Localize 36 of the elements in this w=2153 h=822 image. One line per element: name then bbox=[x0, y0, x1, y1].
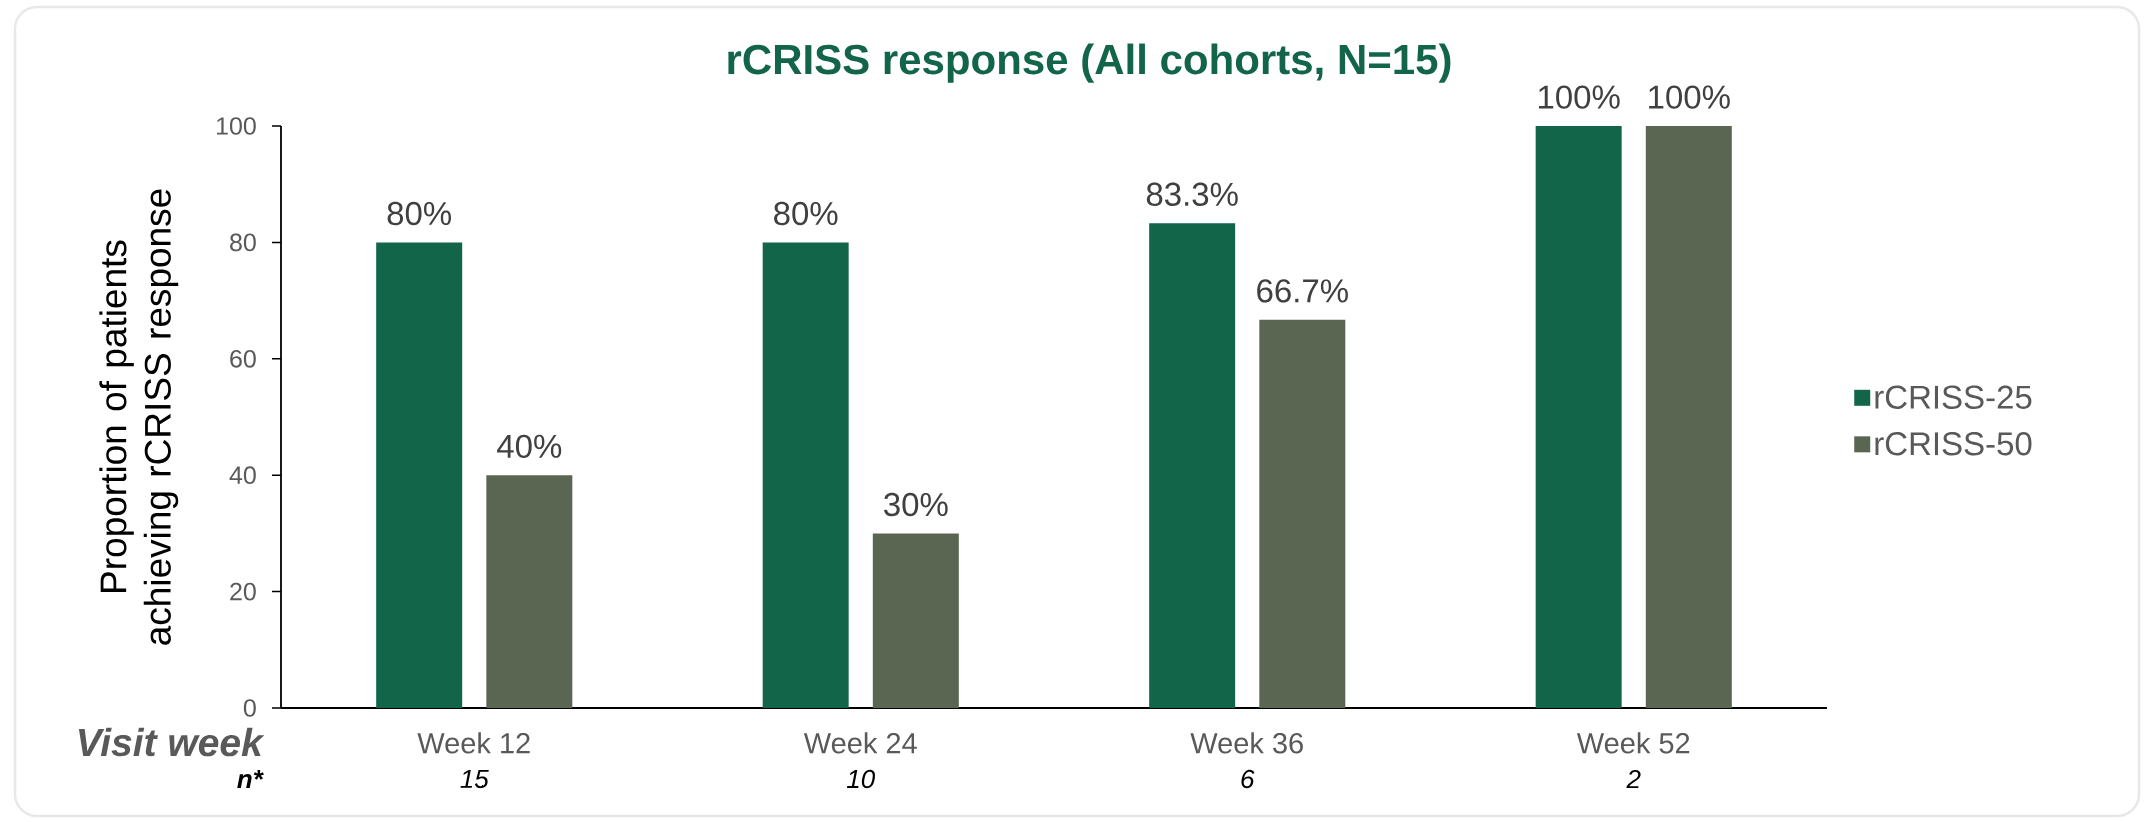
text: 2 bbox=[1626, 769, 1641, 789]
y-tick-label: 80 bbox=[230, 233, 256, 252]
bar bbox=[1259, 319, 1346, 708]
chart-title: rCRISS response (All cohorts, N=15) bbox=[728, 43, 1451, 83]
bar bbox=[376, 242, 463, 708]
y-tick-label: 0 bbox=[243, 699, 256, 717]
data-label: 100% bbox=[1649, 85, 1730, 109]
bar bbox=[1645, 125, 1732, 708]
y-tick-label: 20 bbox=[230, 582, 256, 601]
y-tick-label: 60 bbox=[230, 349, 256, 368]
y-tick-label: 100 bbox=[217, 117, 256, 135]
legend-label: rCRISS-50 bbox=[1875, 432, 2032, 456]
data-label: 80% bbox=[774, 201, 838, 226]
text: 15 bbox=[460, 769, 489, 789]
x-axis-title: Visit week bbox=[78, 727, 265, 757]
data-label: 100% bbox=[1538, 85, 1620, 109]
bar bbox=[486, 475, 573, 708]
text: n* bbox=[237, 770, 264, 788]
data-label: 80% bbox=[387, 201, 452, 226]
x-tick-label: Week 52 bbox=[1576, 732, 1690, 754]
x-tick-label: Week 12 bbox=[417, 732, 530, 754]
text: 6 bbox=[1241, 769, 1255, 789]
bar bbox=[1149, 223, 1236, 708]
text: 10 bbox=[846, 769, 875, 789]
data-label: 40% bbox=[497, 434, 562, 458]
x-tick-label: Week 24 bbox=[803, 732, 917, 754]
bar bbox=[872, 533, 959, 708]
x-tick-label: Week 36 bbox=[1190, 732, 1303, 754]
y-axis-title: Proportion of patients achieving rCRISS response bbox=[99, 189, 179, 645]
data-label: 66.7% bbox=[1257, 279, 1348, 303]
data-label: 30% bbox=[884, 492, 948, 517]
legend-label: rCRISS-25 bbox=[1875, 385, 2032, 409]
data-label: 83.3% bbox=[1146, 182, 1238, 206]
bar bbox=[1535, 125, 1622, 708]
bar bbox=[762, 242, 849, 708]
y-tick-label: 40 bbox=[229, 466, 256, 485]
